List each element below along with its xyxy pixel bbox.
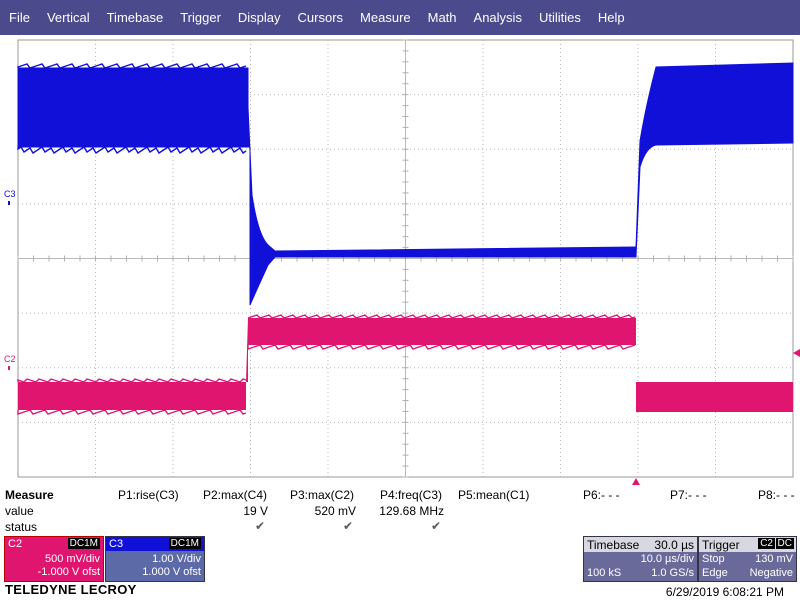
trigger-title: Trigger: [702, 538, 740, 552]
timebase-delay: 30.0 µs: [654, 538, 694, 552]
c2-marker-label: C2: [4, 354, 16, 364]
c2-noise-top-high: [247, 314, 636, 319]
menu-trigger[interactable]: Trigger: [180, 10, 221, 25]
c3-box-name: C3: [109, 538, 124, 550]
menu-vertical[interactable]: Vertical: [46, 10, 90, 25]
menu-display[interactable]: Display: [237, 10, 281, 25]
measure-row-status-label: status: [5, 520, 38, 534]
measure-param-7-label[interactable]: P7:- - -: [670, 488, 707, 502]
c3-marker-label: C3: [4, 189, 16, 199]
c3-channel-box[interactable]: C3 DC1M 1.00 V/div 1.000 V ofst: [105, 536, 205, 582]
menu-math[interactable]: Math: [427, 10, 457, 25]
trigger-source: C2: [758, 538, 775, 549]
c2-box-offset: -1.000 V ofst: [37, 566, 100, 578]
c3-noise-bottom: [17, 146, 247, 154]
menu-analysis[interactable]: Analysis: [473, 10, 522, 25]
measure-param-2-label[interactable]: P2:max(C4): [203, 488, 268, 502]
c3-box-offset: 1.000 V ofst: [142, 566, 201, 578]
measure-param-5-label[interactable]: P5:mean(C1): [458, 488, 530, 502]
trigger-level: 130 mV: [755, 553, 793, 565]
measure-param-8-label[interactable]: P8:- - -: [758, 488, 795, 502]
c2-trace-low-left: [18, 382, 246, 410]
c2-noise-bottom-high: [247, 344, 636, 350]
measure-param-3-status-check-icon: ✔: [343, 519, 354, 533]
c2-box-vdiv: 500 mV/div: [44, 553, 100, 565]
menu-cursors[interactable]: Cursors: [297, 10, 344, 25]
c2-trace-low-right: [636, 345, 793, 412]
menu-measure[interactable]: Measure: [360, 10, 411, 25]
c3-noise-top: [17, 63, 247, 69]
measure-param-6-label[interactable]: P6:- - -: [583, 488, 620, 502]
c3-trace-low-high: [17, 67, 637, 306]
measure-param-4-status-check-icon: ✔: [431, 519, 442, 533]
c2-box-coupling: DC1M: [67, 538, 100, 549]
trigger-type: Edge: [702, 567, 728, 579]
trigger-coupling: DC: [775, 538, 794, 549]
menu-file[interactable]: File: [9, 10, 30, 25]
timebase-header: [584, 537, 697, 552]
datetime: 6/29/2019 6:08:21 PM: [665, 585, 784, 599]
timebase-rate: 1.0 GS/s: [651, 567, 694, 579]
trigger-position-arrow-icon[interactable]: [632, 478, 640, 485]
c2-noise-bottom: [17, 409, 247, 415]
trigger-box[interactable]: Trigger C2 DC Stop 130 mV Edge Negative: [698, 536, 797, 582]
timebase-tdiv: 10.0 µs/div: [640, 553, 694, 565]
c3-box-vdiv: 1.00 V/div: [152, 553, 201, 565]
measure-param-1-label[interactable]: P1:rise(C3): [118, 488, 179, 502]
trigger-slope: Negative: [749, 567, 793, 579]
menu-timebase[interactable]: Timebase: [106, 10, 164, 25]
measure-param-2-value: 19 V: [243, 504, 268, 518]
menu-bar: File Vertical Timebase Trigger Display Cursor…: [0, 0, 800, 35]
measure-param-4-label[interactable]: P4:freq(C3): [380, 488, 443, 502]
trigger-level-arrow-icon[interactable]: [793, 349, 800, 357]
measure-param-3-value: 520 mV: [314, 504, 356, 518]
c2-trace-high: [246, 318, 636, 382]
c3-trace-rise: [635, 62, 794, 258]
brand-logo: TELEDYNE LECROY: [5, 582, 137, 597]
trigger-mode: Stop: [702, 553, 725, 565]
c2-noise-top: [17, 378, 247, 383]
measure-title[interactable]: Measure: [5, 488, 54, 502]
menu-help[interactable]: Help: [597, 10, 625, 25]
measure-param-2-status-check-icon: ✔: [255, 519, 266, 533]
timebase-samples: 100 kS: [587, 567, 622, 579]
measure-row-value-label: value: [5, 504, 34, 518]
measure-param-4-value: 129.68 MHz: [379, 504, 444, 518]
menu-utilities[interactable]: Utilities: [538, 10, 581, 25]
status-panel: Measure value status P1:rise(C3) P2:max(C…: [0, 485, 800, 600]
measure-param-3-label[interactable]: P3:max(C2): [290, 488, 355, 502]
timebase-title: Timebase: [587, 538, 640, 552]
c3-box-coupling: DC1M: [168, 538, 201, 549]
waveform-display[interactable]: C3 C2: [0, 35, 800, 485]
timebase-box[interactable]: Timebase 30.0 µs 10.0 µs/div 100 kS 1.0 …: [583, 536, 698, 582]
c2-box-name: C2: [8, 538, 23, 550]
c2-channel-box[interactable]: C2 DC1M 500 mV/div -1.000 V ofst: [4, 536, 104, 582]
